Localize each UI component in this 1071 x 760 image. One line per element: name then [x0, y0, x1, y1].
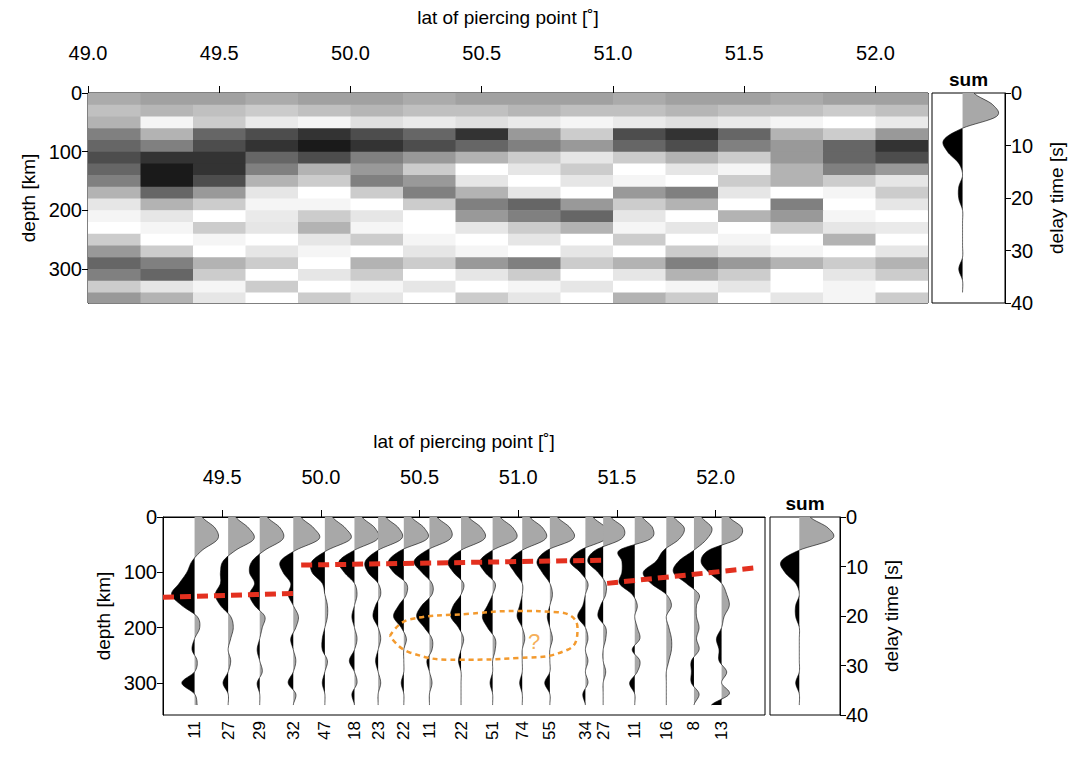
svg-text:lat of piercing point [˚]: lat of piercing point [˚] [417, 7, 599, 28]
svg-text:55: 55 [540, 721, 559, 740]
svg-text:0: 0 [71, 82, 82, 104]
svg-text:27: 27 [219, 721, 238, 740]
svg-text:depth [km]: depth [km] [18, 154, 39, 243]
svg-text:lat of piercing point [˚]: lat of piercing point [˚] [373, 431, 555, 452]
svg-text:18: 18 [345, 721, 364, 740]
svg-text:0: 0 [146, 506, 157, 528]
svg-text:50.0: 50.0 [301, 466, 340, 488]
svg-text:30: 30 [1011, 240, 1033, 262]
svg-text:23: 23 [369, 721, 388, 740]
svg-text:51.0: 51.0 [594, 42, 633, 64]
svg-text:300: 300 [124, 672, 157, 694]
svg-text:depth [km]: depth [km] [93, 572, 114, 661]
svg-text:50.5: 50.5 [462, 42, 501, 64]
svg-text:300: 300 [49, 258, 82, 280]
svg-text:27: 27 [594, 721, 613, 740]
svg-text:22: 22 [452, 721, 471, 740]
svg-text:51.5: 51.5 [725, 42, 764, 64]
svg-text:49.0: 49.0 [69, 42, 108, 64]
svg-text:52.0: 52.0 [856, 42, 895, 64]
svg-text:0: 0 [1011, 82, 1022, 104]
svg-text:51.5: 51.5 [597, 466, 636, 488]
svg-text:0: 0 [846, 506, 857, 528]
svg-text:51: 51 [483, 721, 502, 740]
svg-text:34: 34 [576, 721, 595, 740]
svg-text:8: 8 [684, 721, 703, 730]
svg-text:200: 200 [49, 199, 82, 221]
svg-text:sum: sum [785, 493, 824, 514]
svg-text:delay time [s]: delay time [s] [881, 560, 902, 672]
svg-text:100: 100 [124, 561, 157, 583]
svg-text:11: 11 [420, 721, 439, 739]
svg-text:10: 10 [846, 556, 868, 578]
svg-text:50.0: 50.0 [331, 42, 370, 64]
svg-text:40: 40 [846, 704, 868, 726]
svg-text:16: 16 [657, 721, 676, 740]
svg-text:20: 20 [1011, 187, 1033, 209]
svg-text:10: 10 [1011, 135, 1033, 157]
svg-text:29: 29 [250, 721, 269, 740]
svg-text:?: ? [528, 629, 540, 654]
svg-text:11: 11 [625, 721, 644, 739]
svg-text:40: 40 [1011, 292, 1033, 314]
svg-text:50.5: 50.5 [400, 466, 439, 488]
svg-text:47: 47 [315, 721, 334, 740]
svg-text:32: 32 [284, 721, 303, 740]
svg-text:22: 22 [394, 721, 413, 740]
svg-text:49.5: 49.5 [203, 466, 242, 488]
svg-text:100: 100 [49, 141, 82, 163]
svg-text:74: 74 [513, 721, 532, 740]
svg-text:200: 200 [124, 617, 157, 639]
svg-text:30: 30 [846, 655, 868, 677]
svg-text:20: 20 [846, 605, 868, 627]
svg-text:51.0: 51.0 [499, 466, 538, 488]
svg-text:delay time [s]: delay time [s] [1046, 142, 1067, 254]
svg-text:11: 11 [185, 721, 204, 739]
svg-text:13: 13 [712, 721, 731, 740]
svg-text:49.5: 49.5 [200, 42, 239, 64]
svg-text:sum: sum [949, 69, 988, 90]
svg-text:52.0: 52.0 [696, 466, 735, 488]
